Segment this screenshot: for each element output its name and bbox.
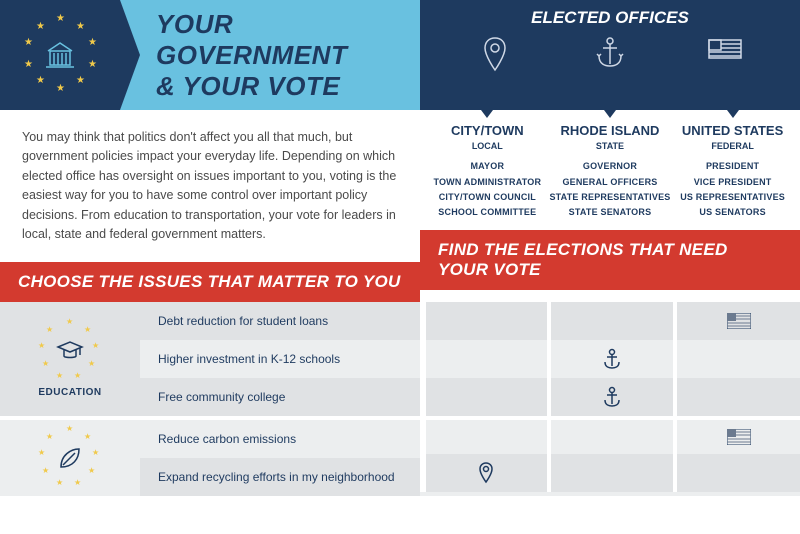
- matrix-row: [420, 416, 800, 454]
- page: ★ ★ ★ ★ ★ ★ ★ ★ ★ ★ YOUR GOVERNMENT & YO…: [0, 0, 800, 302]
- levels-row: CITY/TOWN LOCAL MAYOR TOWN ADMINISTRATOR…: [420, 110, 800, 230]
- m-cell-federal: [673, 420, 800, 454]
- level-heading: UNITED STATES: [671, 124, 794, 138]
- intro-text: You may think that politics don't affect…: [0, 110, 420, 262]
- elections-matrix: [420, 302, 800, 496]
- m-cell-federal: [673, 302, 800, 340]
- m-cell-local: [420, 340, 547, 378]
- bottom: ★ ★ ★ ★ ★ ★ ★ ★ ★ EDUCATION Debt reducti…: [0, 302, 800, 496]
- m-cell-federal: [673, 340, 800, 378]
- level-item: STATE REPRESENTATIVES: [549, 190, 672, 205]
- m-cell-local: [420, 378, 547, 416]
- m-cell-federal: [673, 454, 800, 492]
- right-column: ELECTED OFFICES: [420, 0, 800, 302]
- issue-block-education: ★ ★ ★ ★ ★ ★ ★ ★ ★ EDUCATION Debt reducti…: [0, 302, 420, 416]
- level-heading: CITY/TOWN: [426, 124, 549, 138]
- anchor-mini-icon: [602, 348, 622, 370]
- level-list: GOVERNOR GENERAL OFFICERS STATE REPRESEN…: [549, 159, 672, 220]
- level-local: CITY/TOWN LOCAL MAYOR TOWN ADMINISTRATOR…: [426, 124, 549, 220]
- pin-mini-icon: [478, 461, 494, 485]
- level-item: SCHOOL COMMITTEE: [426, 205, 549, 220]
- issue-category-label: EDUCATION: [38, 387, 101, 398]
- anchor-icon: [553, 36, 667, 74]
- capitol-icon: [42, 39, 78, 71]
- left-column: ★ ★ ★ ★ ★ ★ ★ ★ ★ ★ YOUR GOVERNMENT & YO…: [0, 0, 420, 302]
- m-cell-local: [420, 420, 547, 454]
- level-item: CITY/TOWN COUNCIL: [426, 190, 549, 205]
- level-sub: FEDERAL: [671, 141, 794, 151]
- title-line1: YOUR GOVERNMENT: [156, 9, 400, 71]
- gradcap-icon: [56, 339, 84, 363]
- leaf-icon: [57, 445, 83, 471]
- m-cell-state: [547, 378, 674, 416]
- level-item: STATE SENATORS: [549, 205, 672, 220]
- m-cell-state: [547, 420, 674, 454]
- level-list: MAYOR TOWN ADMINISTRATOR CITY/TOWN COUNC…: [426, 159, 549, 220]
- m-cell-state: [547, 302, 674, 340]
- flag-mini-icon: [727, 429, 751, 445]
- level-item: US REPRESENTATIVES: [671, 190, 794, 205]
- level-item: GOVERNOR: [549, 159, 672, 174]
- star-ring-icon: ★ ★ ★ ★ ★ ★ ★ ★ ★ ★: [20, 15, 100, 95]
- offices-header: ELECTED OFFICES: [420, 0, 800, 110]
- level-federal: UNITED STATES FEDERAL PRESIDENT VICE PRE…: [671, 124, 794, 220]
- issue-row-text: Expand recycling efforts in my neighborh…: [140, 458, 420, 496]
- m-cell-federal: [673, 378, 800, 416]
- offices-title: ELECTED OFFICES: [420, 8, 800, 28]
- level-heading: RHODE ISLAND: [549, 124, 672, 138]
- banner-left: CHOOSE THE ISSUES THAT MATTER TO YOU: [0, 262, 420, 302]
- level-sub: STATE: [549, 141, 672, 151]
- title-block: YOUR GOVERNMENT & YOUR VOTE: [120, 0, 420, 110]
- flag-mini-icon: [727, 313, 751, 329]
- level-state: RHODE ISLAND STATE GOVERNOR GENERAL OFFI…: [549, 124, 672, 220]
- flag-icon: [668, 36, 782, 74]
- level-sub: LOCAL: [426, 141, 549, 151]
- matrix-row: [420, 340, 800, 378]
- pin-icon: [439, 36, 553, 74]
- level-item: MAYOR: [426, 159, 549, 174]
- issue-row-text: Debt reduction for student loans: [140, 302, 420, 340]
- anchor-mini-icon: [602, 386, 622, 408]
- issue-rows: Debt reduction for student loans Higher …: [140, 302, 420, 416]
- offices-icons: [420, 36, 800, 74]
- issue-row-text: Reduce carbon emissions: [140, 420, 420, 458]
- level-item: VICE PRESIDENT: [671, 175, 794, 190]
- matrix-row: [420, 378, 800, 416]
- issue-category-education: ★ ★ ★ ★ ★ ★ ★ ★ ★ EDUCATION: [0, 302, 140, 416]
- m-cell-local: [420, 454, 547, 492]
- level-list: PRESIDENT VICE PRESIDENT US REPRESENTATI…: [671, 159, 794, 220]
- issue-rows: Reduce carbon emissions Expand recycling…: [140, 420, 420, 496]
- level-item: GENERAL OFFICERS: [549, 175, 672, 190]
- matrix-row: [420, 454, 800, 492]
- title-line2: & YOUR VOTE: [156, 71, 400, 102]
- issue-row-text: Free community college: [140, 378, 420, 416]
- issue-category-env: ★ ★ ★ ★ ★ ★ ★ ★ ★: [0, 420, 140, 496]
- level-item: US SENATORS: [671, 205, 794, 220]
- banner-right: FIND THE ELECTIONS THAT NEED YOUR VOTE: [420, 230, 800, 290]
- matrix-row: [420, 302, 800, 340]
- m-cell-local: [420, 302, 547, 340]
- header: ★ ★ ★ ★ ★ ★ ★ ★ ★ ★ YOUR GOVERNMENT & YO…: [0, 0, 420, 110]
- issues-list: ★ ★ ★ ★ ★ ★ ★ ★ ★ EDUCATION Debt reducti…: [0, 302, 420, 496]
- level-item: TOWN ADMINISTRATOR: [426, 175, 549, 190]
- issue-row-text: Higher investment in K-12 schools: [140, 340, 420, 378]
- issue-block-env: ★ ★ ★ ★ ★ ★ ★ ★ ★ Reduce carbon emission…: [0, 416, 420, 496]
- m-cell-state: [547, 340, 674, 378]
- level-item: PRESIDENT: [671, 159, 794, 174]
- logo-block: ★ ★ ★ ★ ★ ★ ★ ★ ★ ★: [0, 0, 120, 110]
- m-cell-state: [547, 454, 674, 492]
